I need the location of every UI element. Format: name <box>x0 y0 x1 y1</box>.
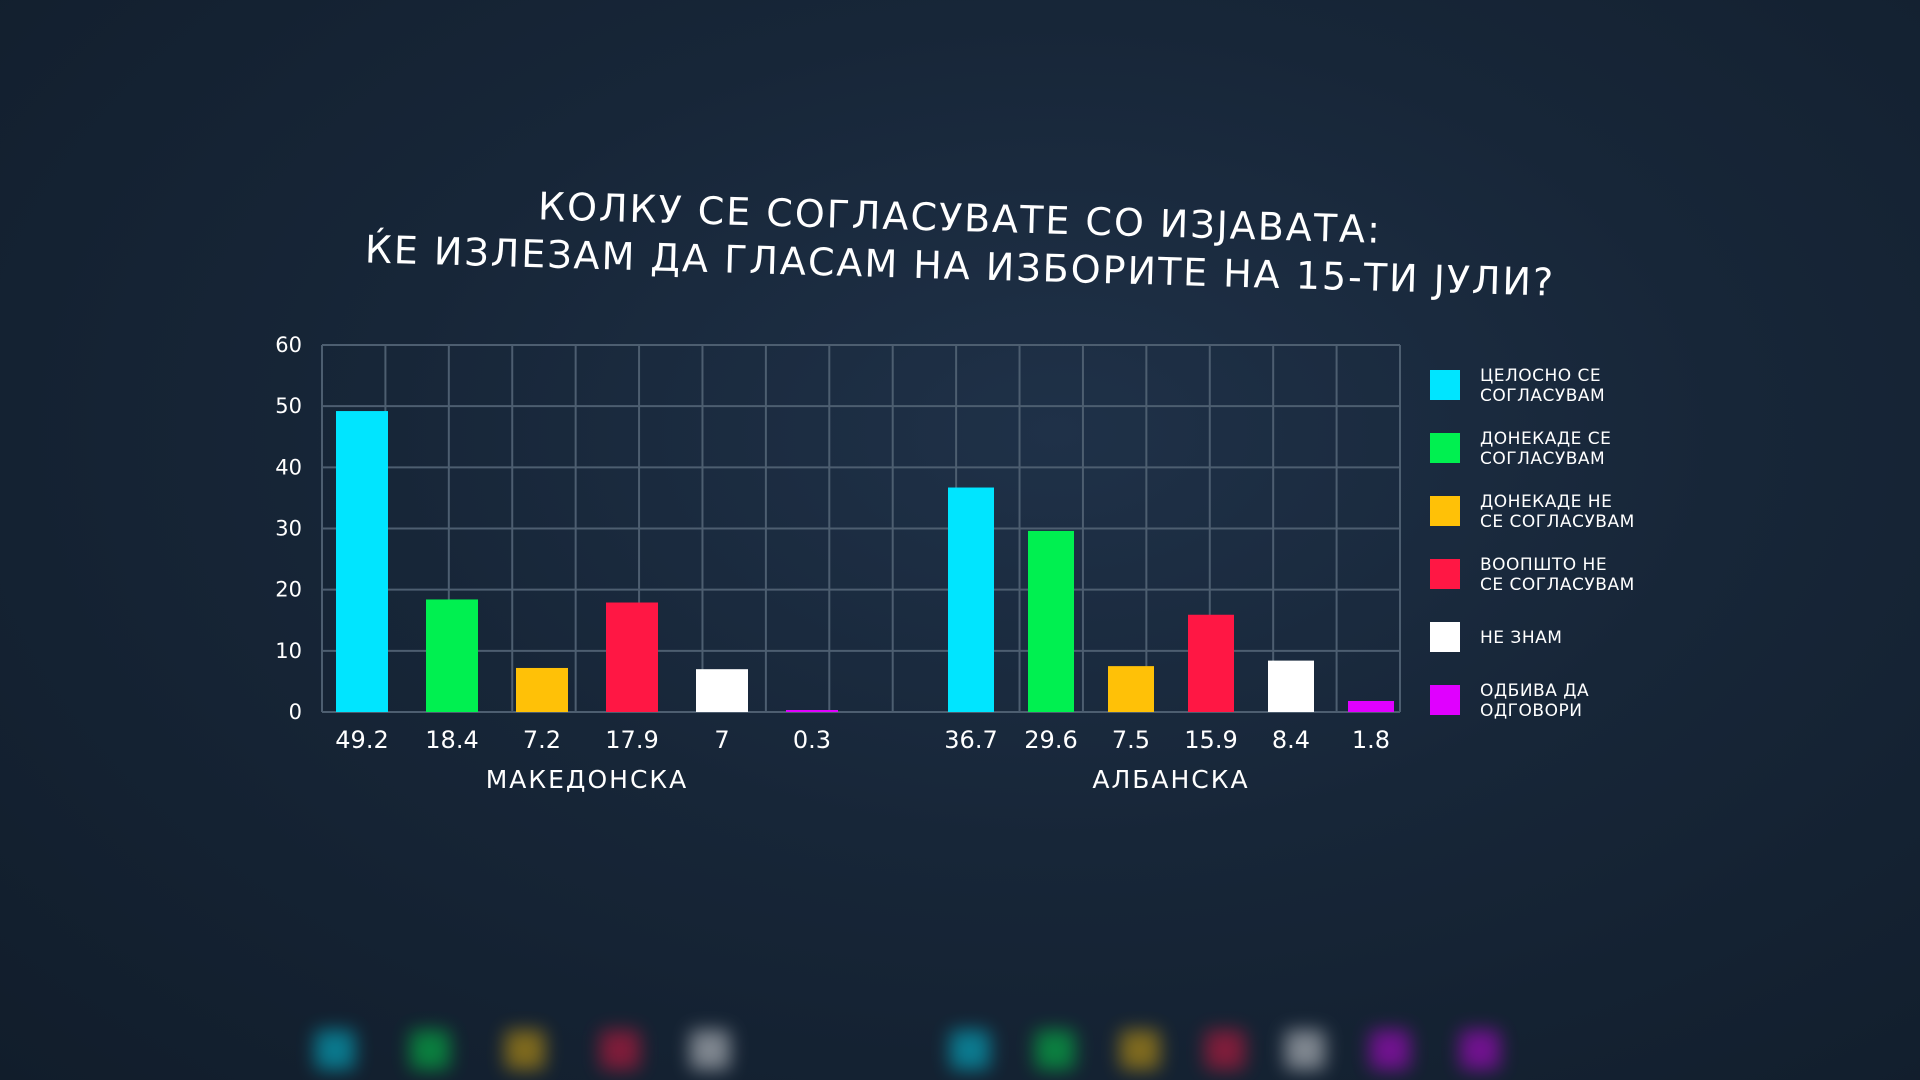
legend-label: ОДБИВА ДА ОДГОВОРИ <box>1480 681 1680 721</box>
y-tick-label: 30 <box>275 517 302 541</box>
bar-value-label: 36.7 <box>944 726 997 754</box>
bar-value-label: 0.3 <box>793 726 831 754</box>
legend-label: ДОНЕКАДЕ НЕ СЕ СОГЛАСУВАМ <box>1480 492 1680 532</box>
reflection-glow <box>410 1030 450 1070</box>
bar-value-label: 7 <box>714 726 729 754</box>
bar-value-label: 18.4 <box>425 726 478 754</box>
legend-label-line: ДОНЕКАДЕ СЕ <box>1480 429 1612 449</box>
bar <box>426 599 478 712</box>
y-tick-label: 40 <box>275 455 302 479</box>
reflection-glow <box>1120 1030 1160 1070</box>
bar-value-label: 29.6 <box>1024 726 1077 754</box>
y-tick-label: 10 <box>275 639 302 663</box>
reflection-glow <box>315 1030 355 1070</box>
reflection-glow <box>505 1030 545 1070</box>
bar-value-label: 8.4 <box>1272 726 1310 754</box>
legend-label-line: ДОНЕКАДЕ НЕ <box>1480 492 1613 512</box>
legend-label: ЦЕЛОСНО СЕ СОГЛАСУВАМ <box>1480 366 1680 406</box>
legend-item: НЕ ЗНАМ <box>1430 614 1690 677</box>
legend-label-line: ВООПШТО НЕ <box>1480 555 1608 575</box>
legend-label-line: СОГЛАСУВАМ <box>1480 386 1606 406</box>
reflection-glow <box>1035 1030 1075 1070</box>
legend-label-line: ОДГОВОРИ <box>1480 701 1583 721</box>
legend-label-line: СЕ СОГЛАСУВАМ <box>1480 575 1635 595</box>
legend-swatch <box>1430 433 1460 463</box>
bar <box>606 602 658 712</box>
legend-item: ВООПШТО НЕ СЕ СОГЛАСУВАМ <box>1430 551 1690 614</box>
bar <box>1108 666 1154 712</box>
y-tick-label: 50 <box>275 394 302 418</box>
bar-value-label: 49.2 <box>335 726 388 754</box>
legend-label: ДОНЕКАДЕ СЕ СОГЛАСУВАМ <box>1480 429 1680 469</box>
reflection-glow <box>690 1030 730 1070</box>
bar <box>1348 700 1394 712</box>
legend-label-line: НЕ ЗНАМ <box>1480 628 1563 648</box>
y-tick-label: 20 <box>275 578 302 602</box>
legend-item: ДОНЕКАДЕ НЕ СЕ СОГЛАСУВАМ <box>1430 488 1690 551</box>
reflection-glow <box>1205 1030 1245 1070</box>
legend-label-line: ЦЕЛОСНО СЕ <box>1480 366 1602 386</box>
reflection-glow <box>950 1030 990 1070</box>
bar <box>516 667 568 712</box>
reflection-glow <box>1460 1030 1500 1070</box>
bar <box>948 487 994 712</box>
reflection-glow <box>1370 1030 1410 1070</box>
bar <box>786 710 838 712</box>
legend-swatch <box>1430 622 1460 652</box>
reflection-glow <box>600 1030 640 1070</box>
legend-label: НЕ ЗНАМ <box>1480 628 1680 648</box>
bar-value-label: 7.2 <box>523 726 561 754</box>
y-tick-label: 60 <box>275 333 302 357</box>
bar <box>336 411 388 712</box>
legend-label-line: СОГЛАСУВАМ <box>1480 449 1606 469</box>
bar-value-label: 7.5 <box>1112 726 1150 754</box>
legend-item: ЦЕЛОСНО СЕ СОГЛАСУВАМ <box>1430 362 1690 425</box>
legend-swatch <box>1430 685 1460 715</box>
reflection-glow <box>1285 1030 1325 1070</box>
legend-label-line: СЕ СОГЛАСУВАМ <box>1480 512 1635 532</box>
bar <box>1188 614 1234 712</box>
x-group-label: АЛБАНСКА <box>1092 765 1249 794</box>
chart-legend: ЦЕЛОСНО СЕ СОГЛАСУВАМ ДОНЕКАДЕ СЕ СОГЛАСУВА… <box>1430 362 1690 740</box>
legend-swatch <box>1430 496 1460 526</box>
legend-swatch <box>1430 370 1460 400</box>
legend-item: ДОНЕКАДЕ СЕ СОГЛАСУВАМ <box>1430 425 1690 488</box>
legend-swatch <box>1430 559 1460 589</box>
y-tick-label: 0 <box>289 700 302 724</box>
legend-label-line: ОДБИВА ДА <box>1480 681 1590 701</box>
bar-value-label: 17.9 <box>605 726 658 754</box>
bar-value-label: 1.8 <box>1352 726 1390 754</box>
legend-item: ОДБИВА ДА ОДГОВОРИ <box>1430 677 1690 740</box>
bar-value-label: 15.9 <box>1184 726 1237 754</box>
bar <box>1028 530 1074 712</box>
x-group-label: МАКЕДОНСКА <box>486 765 689 794</box>
bar <box>696 669 748 712</box>
legend-label: ВООПШТО НЕ СЕ СОГЛАСУВАМ <box>1480 555 1680 595</box>
bar <box>1268 660 1314 712</box>
